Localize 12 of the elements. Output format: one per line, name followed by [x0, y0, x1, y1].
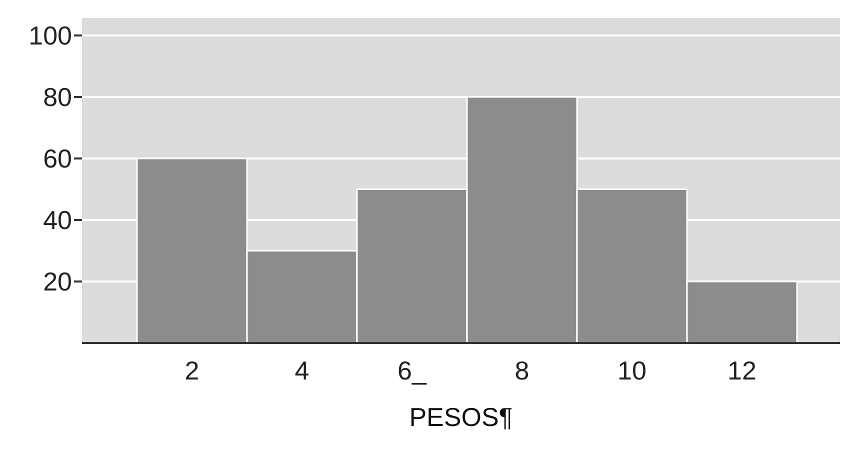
y-tick-label: 20 [43, 266, 72, 297]
x-tick-label: 12 [728, 355, 756, 386]
x-axis-title: PESOS¶ [409, 402, 513, 432]
x-tick-label: 10 [618, 355, 646, 386]
y-tick-label: 80 [43, 82, 72, 112]
y-tick-label: 60 [43, 144, 72, 174]
x-tick-label: 2 [184, 355, 200, 386]
y-tick-label: 40 [43, 205, 72, 236]
x-tick-label: 4 [294, 355, 310, 386]
x-tick-label: 6_ [398, 355, 427, 386]
y-tick-label: 100 [28, 20, 72, 51]
x-tick-label: 8 [514, 355, 530, 386]
